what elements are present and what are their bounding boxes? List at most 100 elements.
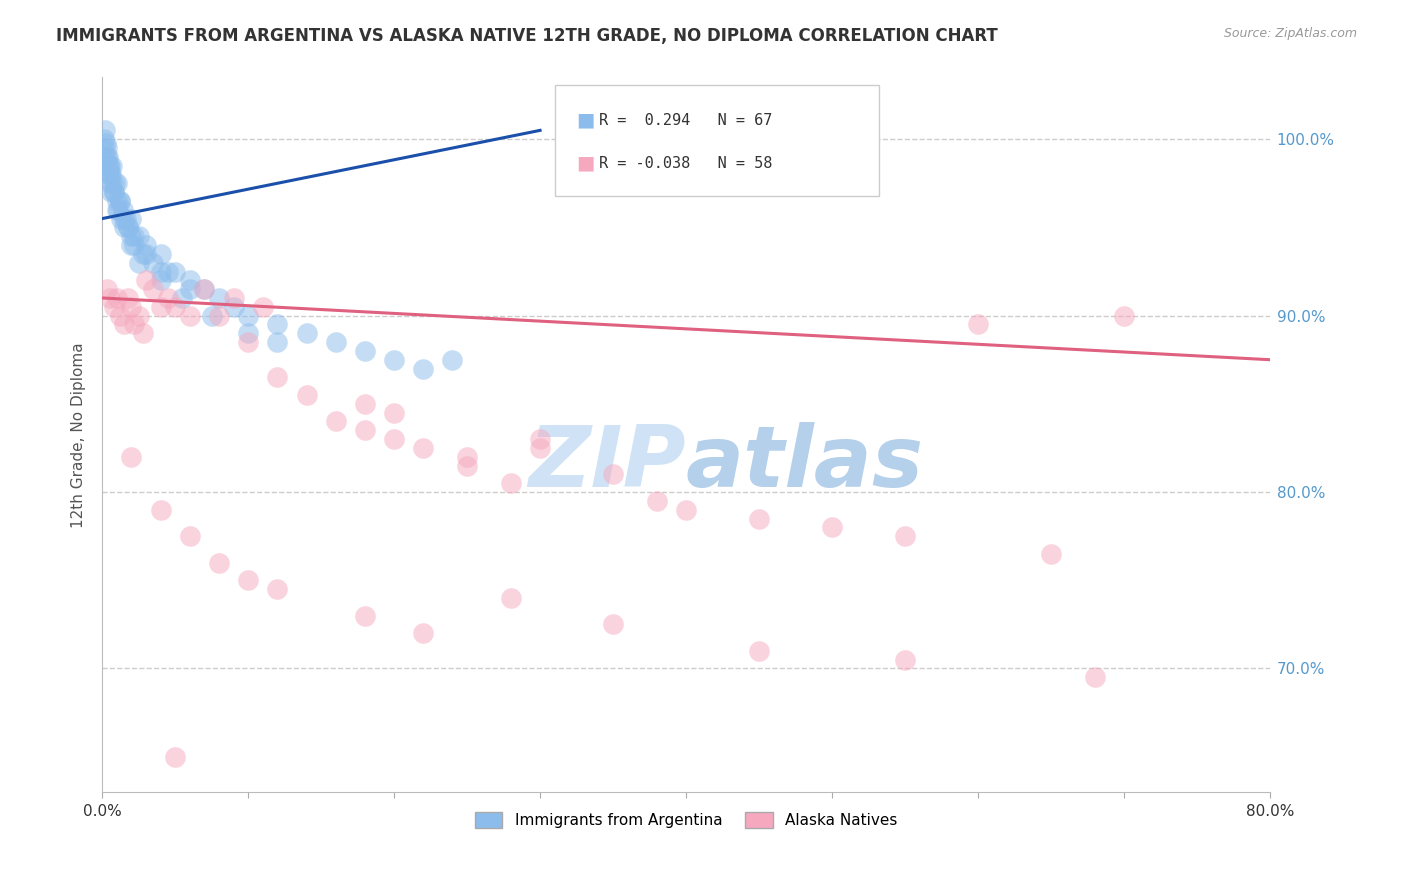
Point bbox=[382, 406, 405, 420]
Point bbox=[748, 511, 770, 525]
Point bbox=[179, 529, 201, 543]
Point bbox=[120, 450, 142, 464]
Point bbox=[100, 168, 122, 182]
Point bbox=[238, 309, 260, 323]
Point bbox=[252, 300, 274, 314]
Point bbox=[149, 300, 172, 314]
Point bbox=[135, 238, 157, 252]
Point bbox=[967, 318, 990, 332]
Point bbox=[117, 291, 139, 305]
Point bbox=[96, 150, 118, 164]
Point bbox=[412, 361, 434, 376]
Point bbox=[295, 388, 318, 402]
Text: IMMIGRANTS FROM ARGENTINA VS ALASKA NATIVE 12TH GRADE, NO DIPLOMA CORRELATION CH: IMMIGRANTS FROM ARGENTINA VS ALASKA NATI… bbox=[56, 27, 998, 45]
Point bbox=[135, 247, 157, 261]
Point bbox=[93, 132, 115, 146]
Point bbox=[238, 334, 260, 349]
Point bbox=[325, 414, 347, 428]
Point bbox=[201, 309, 224, 323]
Point bbox=[96, 141, 118, 155]
Point bbox=[1112, 309, 1135, 323]
Point bbox=[354, 423, 377, 437]
Point bbox=[111, 202, 134, 217]
Legend: Immigrants from Argentina, Alaska Natives: Immigrants from Argentina, Alaska Native… bbox=[468, 806, 903, 834]
Point bbox=[165, 264, 187, 278]
Point bbox=[602, 617, 624, 632]
Point bbox=[105, 176, 128, 190]
Point bbox=[112, 220, 135, 235]
Point bbox=[529, 432, 551, 446]
Point bbox=[135, 273, 157, 287]
Point bbox=[266, 582, 288, 596]
Point bbox=[103, 300, 125, 314]
Point bbox=[354, 343, 377, 358]
Point bbox=[104, 176, 127, 190]
Point bbox=[208, 556, 231, 570]
Point bbox=[266, 318, 288, 332]
Point bbox=[132, 326, 155, 341]
Point bbox=[101, 176, 124, 190]
Point bbox=[93, 141, 115, 155]
Point bbox=[96, 282, 118, 296]
Point bbox=[120, 229, 142, 244]
Point bbox=[894, 529, 917, 543]
Point bbox=[117, 220, 139, 235]
Point bbox=[266, 334, 288, 349]
Point bbox=[108, 309, 131, 323]
Point bbox=[412, 441, 434, 455]
Point bbox=[105, 291, 128, 305]
Point bbox=[149, 273, 172, 287]
Point bbox=[103, 185, 125, 199]
Point bbox=[98, 291, 121, 305]
Point bbox=[112, 318, 135, 332]
Point bbox=[456, 450, 478, 464]
Point bbox=[354, 608, 377, 623]
Point bbox=[675, 502, 697, 516]
Point bbox=[105, 202, 128, 217]
Point bbox=[97, 159, 120, 173]
Point bbox=[222, 300, 245, 314]
Point bbox=[441, 352, 464, 367]
Point bbox=[645, 494, 668, 508]
Point bbox=[894, 653, 917, 667]
Point bbox=[142, 282, 165, 296]
Point bbox=[266, 370, 288, 384]
Point bbox=[97, 168, 120, 182]
Point bbox=[382, 352, 405, 367]
Point bbox=[499, 591, 522, 605]
Point bbox=[142, 255, 165, 269]
Point bbox=[156, 291, 179, 305]
Text: ■: ■ bbox=[576, 111, 595, 130]
Point bbox=[295, 326, 318, 341]
Point bbox=[748, 644, 770, 658]
Point bbox=[821, 520, 844, 534]
Point bbox=[1039, 547, 1062, 561]
Point bbox=[94, 123, 117, 137]
Point bbox=[120, 238, 142, 252]
Y-axis label: 12th Grade, No Diploma: 12th Grade, No Diploma bbox=[72, 342, 86, 527]
Point bbox=[165, 300, 187, 314]
Point bbox=[128, 255, 150, 269]
Point bbox=[325, 334, 347, 349]
Point bbox=[124, 238, 146, 252]
Point bbox=[124, 229, 146, 244]
Point bbox=[156, 264, 179, 278]
Point bbox=[114, 211, 136, 226]
Point bbox=[179, 273, 201, 287]
Point bbox=[108, 194, 131, 208]
Text: Source: ZipAtlas.com: Source: ZipAtlas.com bbox=[1223, 27, 1357, 40]
Point bbox=[208, 309, 231, 323]
Point bbox=[120, 300, 142, 314]
Point bbox=[354, 397, 377, 411]
Point bbox=[124, 318, 146, 332]
Point bbox=[117, 220, 139, 235]
Point bbox=[149, 502, 172, 516]
Point bbox=[238, 326, 260, 341]
Point bbox=[149, 264, 172, 278]
Point bbox=[98, 168, 121, 182]
Point bbox=[110, 211, 132, 226]
Text: R =  0.294   N = 67: R = 0.294 N = 67 bbox=[599, 113, 772, 128]
Point bbox=[172, 291, 194, 305]
Text: ZIP: ZIP bbox=[529, 422, 686, 505]
Point bbox=[94, 136, 117, 150]
